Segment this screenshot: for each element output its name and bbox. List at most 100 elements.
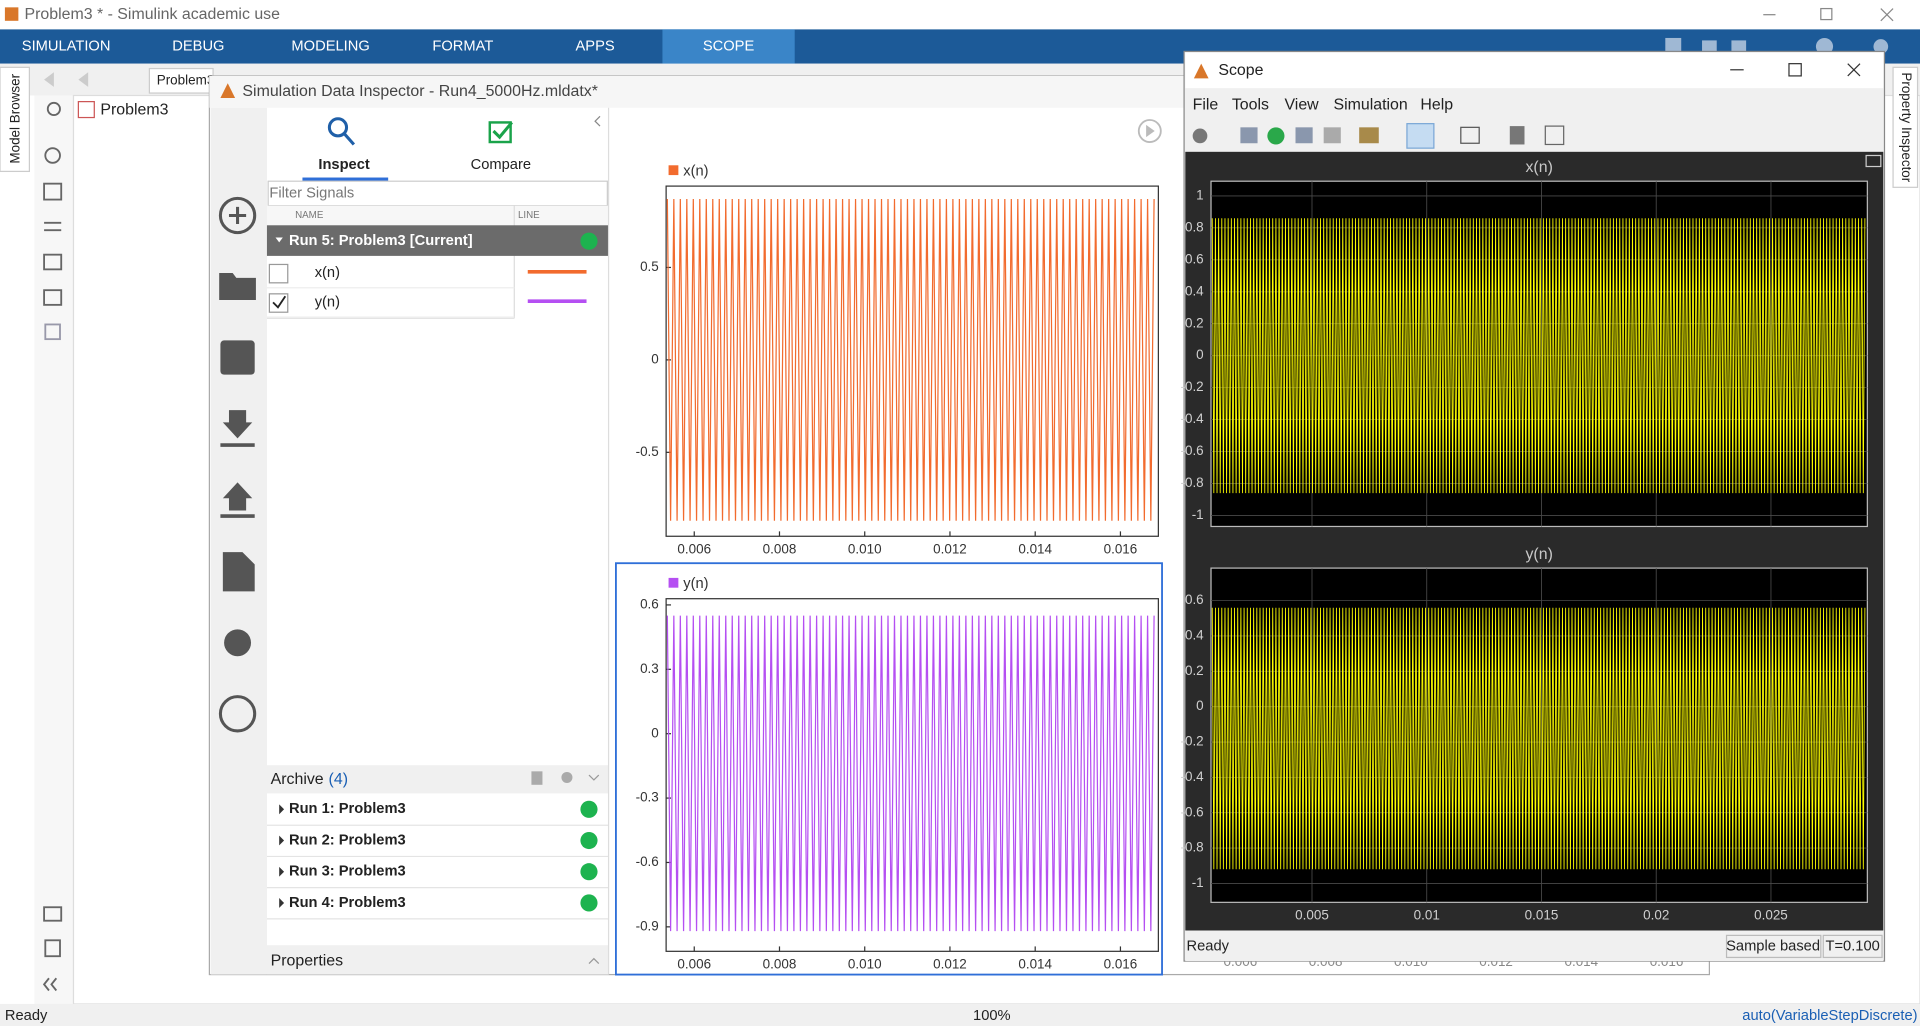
y-tick-label: 0.5 [640,259,659,274]
solver[interactable]: auto(VariableStepDiscrete) [1742,1008,1917,1024]
undo-icon[interactable] [1702,40,1717,52]
settings-icon[interactable] [224,629,252,657]
y-tick-label: 0.8 [1185,219,1204,234]
selected-plot[interactable] [615,562,1163,976]
y-tick-label: 0.6 [1185,251,1204,266]
ribbon-tab[interactable]: SIMULATION [22,38,111,54]
menu-item[interactable]: Help [1420,96,1453,113]
y-tick-label: 0.2 [1185,315,1204,330]
archive-run[interactable]: Run 1: Problem3 [289,801,406,817]
compare-icon [488,121,512,144]
tool-icon[interactable] [43,182,63,201]
open-icon[interactable] [219,273,256,300]
highlight-tool[interactable] [1359,127,1379,144]
restore[interactable] [1820,7,1833,21]
step-back-tool[interactable] [1240,127,1258,144]
column-name: NAME [295,210,324,221]
properties-header[interactable] [266,945,609,975]
right-tab[interactable] [1892,66,1919,188]
sdi-nav [210,107,267,975]
ribbon-tab[interactable]: SCOPE [703,38,755,54]
compare-tab[interactable]: Compare [471,157,531,173]
maximize[interactable] [1788,63,1802,77]
signal-checkbox[interactable] [268,263,289,284]
expand-arrow[interactable] [279,898,285,908]
cursor-tool[interactable] [1509,126,1525,145]
expand-arrow[interactable] [279,804,285,815]
menu-item[interactable]: View [1284,96,1319,113]
archive-run[interactable]: Run 4: Problem3 [289,895,406,911]
column-line: LINE [518,210,540,221]
ribbon-tab[interactable]: FORMAT [432,38,493,54]
signal-wave [666,199,1155,521]
archive-collapse[interactable] [588,774,600,781]
chart: 1 0.8 0.6 0.4 0.2 0 -0.2 -0.4 -0.6 -0.8 -1 x(n) [1180,159,1868,528]
right-tab-label: Property Inspector [1899,72,1914,182]
save-icon[interactable] [220,340,255,375]
archive-label: Archive [271,771,324,788]
side-tab[interactable] [0,66,30,173]
step-tool[interactable] [1295,127,1313,144]
help-icon[interactable] [218,695,257,733]
x-tick-label: 0.006 [677,541,711,556]
replay-icon[interactable] [1137,119,1162,143]
expand-arrow[interactable] [279,835,285,846]
archive-run[interactable]: Run 3: Problem3 [289,864,406,880]
archive-list: Run 1: Problem3 Run 2: Problem3 Run 3: Pro… [266,800,609,920]
expand-arrow[interactable] [275,237,283,243]
compare-check [492,121,514,140]
tool-icon[interactable] [43,289,63,306]
model-path[interactable]: Problem3 [100,101,168,118]
x-tick-label: 0.012 [933,541,967,556]
tool-icon[interactable] [44,147,61,164]
x-tick-label: 0.014 [1018,541,1052,556]
stop-tool[interactable] [1323,127,1341,144]
tool-icons [42,101,63,992]
undock[interactable] [1865,154,1882,168]
current-run-row[interactable] [266,225,609,256]
nav-arrows[interactable] [44,72,89,87]
delete-icon[interactable] [531,771,543,785]
close[interactable] [1880,8,1894,22]
tool-icon[interactable] [42,977,58,992]
x-tick-label: 0.02 [1643,907,1669,922]
tool-icon[interactable] [44,939,61,958]
ribbon-tab[interactable]: APPS [576,38,615,54]
archive-run[interactable]: Run 2: Problem3 [289,832,406,848]
properties-collapse[interactable] [588,957,600,964]
expand-arrow[interactable] [279,866,285,877]
run-tool[interactable] [1267,127,1285,145]
tool-icon[interactable] [44,323,61,341]
x-tick-label: 0.025 [1754,907,1788,922]
autoscale-tool[interactable] [1460,126,1480,144]
close[interactable] [1847,63,1861,77]
save-icon[interactable] [1665,37,1682,54]
import-icon[interactable] [220,410,255,447]
tool-icon[interactable] [46,101,61,117]
tool-icon[interactable] [43,253,63,271]
tool-icon[interactable] [44,221,62,232]
active-tab[interactable] [662,29,795,64]
report-icon[interactable] [222,552,255,592]
archive-settings[interactable] [561,771,573,783]
menu-item[interactable]: Simulation [1333,96,1407,113]
signal-name: y(n) [315,294,340,310]
tool-icon[interactable] [43,906,63,922]
collapse-icon[interactable] [1873,39,1889,54]
y-tick-label: 0.6 [1185,592,1204,607]
menu-item[interactable]: Tools [1232,96,1269,113]
settings-tool[interactable] [1192,128,1208,144]
export-icon[interactable] [220,482,255,518]
plot-title: x(n) [1525,159,1552,176]
inspect-tab[interactable]: Inspect [318,157,370,173]
y-tick-label: -1 [1192,875,1204,890]
measure-tool[interactable] [1544,125,1565,146]
redo-icon[interactable] [1731,40,1747,52]
zoom-tool[interactable] [1406,123,1435,149]
menu-item[interactable]: File [1193,96,1219,113]
collapse[interactable] [594,115,601,127]
ribbon-tab[interactable]: MODELING [291,38,369,54]
ribbon-tab[interactable]: DEBUG [172,38,224,54]
new-icon[interactable] [218,196,257,235]
time-box [1822,934,1883,959]
